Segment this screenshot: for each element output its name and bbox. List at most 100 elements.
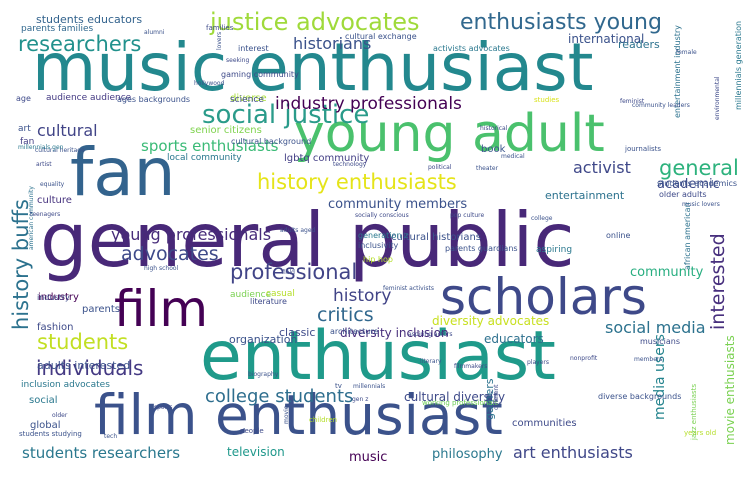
word: fan [20,137,35,147]
word: millennials [353,383,386,390]
word: members [634,356,663,363]
word: years old [684,429,717,437]
word: diverse [230,93,267,104]
word: inclusivity [358,241,399,250]
word: social justice [202,100,370,130]
word: artist [36,161,52,168]
word: scholars [440,268,647,326]
word: nonprofit [570,355,598,362]
word: enthusiasts young [460,10,662,35]
word: diversity advocates [432,314,550,328]
word: local community [167,153,242,163]
word: college students [205,386,354,407]
word: science [230,95,264,105]
word: film [114,280,209,338]
word: students studying [19,430,82,438]
word: field [282,269,295,276]
word: industry [37,293,70,302]
word: parents [82,304,120,315]
word: sports enthusiasts [141,137,279,155]
word: college [531,215,553,222]
word: parents guardians [445,244,518,253]
word: jazz enthusiasts [690,383,698,440]
word: critics [317,304,374,326]
word: cultural historians [391,232,481,243]
word: professional [230,260,358,284]
word: community [630,265,704,280]
word: aspiring [536,245,573,255]
word: movie enthusiasts [723,335,737,445]
word: gaming community [221,70,299,79]
word: students researchers [22,444,181,462]
word: entertainment [545,189,625,202]
word: feminist activists [383,285,434,292]
word: pop culture [450,212,485,219]
word: working professionals [422,399,499,407]
word: students [37,330,129,354]
word: technology [333,161,367,168]
word: community leaders [632,102,690,109]
word: children [309,416,338,424]
word: organization [229,333,298,346]
word: environmental [714,76,721,120]
word: art enthusiasts [513,443,633,462]
word: teenagers [30,211,61,218]
word: academic [657,177,720,192]
word: senior citizens [190,125,262,136]
word: international [568,32,645,46]
word: fashion [37,322,74,333]
word: individuals [36,356,144,380]
word: millennials generation [734,20,743,110]
word: fan [70,134,176,211]
word: music enthusiast [32,29,594,106]
word: enthusiast [200,317,556,396]
word: general public [40,196,575,284]
word: journalists [625,145,662,153]
word: african american [683,202,692,270]
word: biography [248,371,279,378]
word: advocates [121,243,219,265]
word: readers [618,38,660,51]
word: cultural heritage [35,147,85,154]
word: alumni [144,29,165,36]
word: online [606,231,631,240]
word: history enthusiasts [257,170,457,194]
word: musicians [640,337,681,346]
word: justice advocates [210,8,420,36]
word: activists advocates [433,44,510,53]
word: interest [238,44,269,53]
word: cultural exchange [345,32,417,41]
word: ages backgrounds [117,95,191,104]
word: history [333,286,392,306]
word: medical [501,153,525,160]
word: social [29,395,58,406]
word: older [52,412,68,419]
word: literature [250,297,287,306]
word: generation z [358,231,409,240]
word: general [659,156,739,180]
word: culture [37,195,72,206]
word: american community [28,186,35,250]
word: seeking [226,57,250,64]
word: feminist [620,98,645,105]
word: young adult [294,104,605,164]
word: socially conscious [355,212,409,219]
word: aspiring actors [408,331,453,338]
word: cultural background [231,137,312,146]
word: players [527,359,549,366]
word: high school [144,265,179,272]
word: movie [283,405,290,424]
word: lgbtq community [284,153,370,164]
word: historians [293,34,372,53]
word: political [428,164,452,171]
word: book [481,144,506,155]
word: filmmakers [454,363,488,370]
word: educators [484,332,544,346]
word: studies [534,96,560,104]
word: gen z [352,396,369,403]
word: activist [573,158,631,177]
word: theater [476,165,499,172]
word: communities [512,418,577,429]
word: diversity inclusion [340,326,449,340]
